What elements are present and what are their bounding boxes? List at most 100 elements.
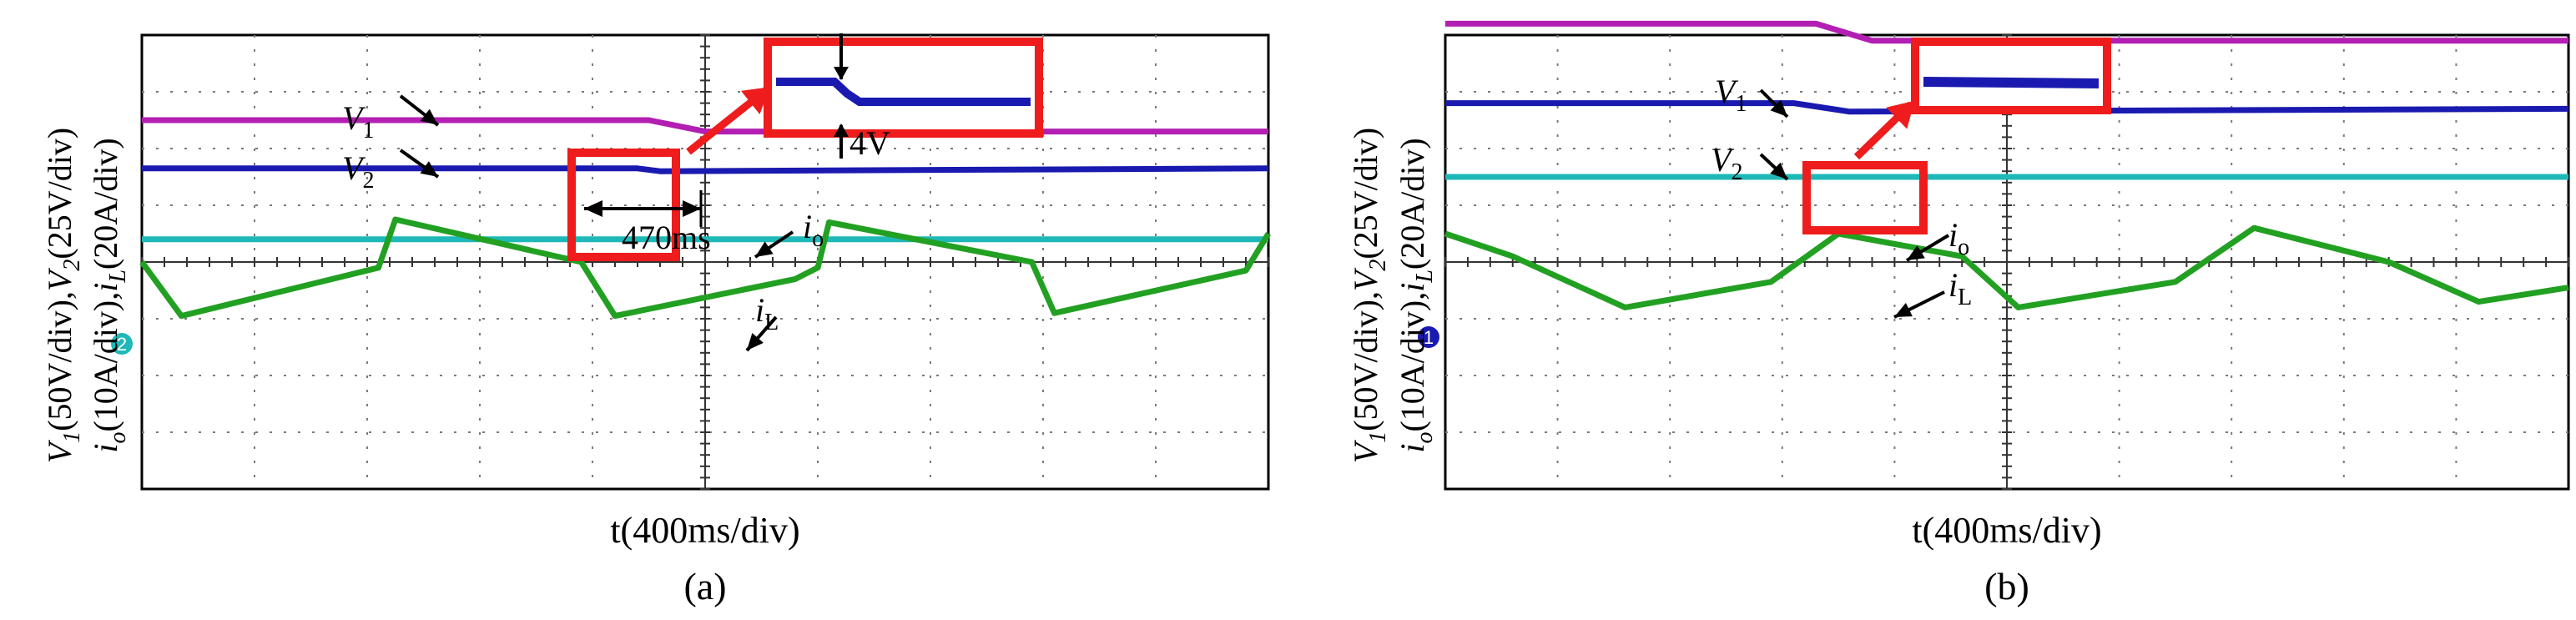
y-label-part: L (1412, 270, 1438, 284)
x-axis-label: t(400ms/div) (610, 510, 799, 551)
annotation-v2: V2 (342, 149, 440, 194)
channel-marker-label: 2 (117, 334, 127, 355)
annotation-v1-label: V1 (342, 99, 374, 144)
annotation-v2: V2 (1711, 141, 1789, 185)
dimension-head-left (584, 200, 602, 217)
pointer-arrow-head (1770, 162, 1787, 179)
trace-il (1444, 224, 2569, 310)
y-label-part: o (105, 432, 131, 444)
annotation-v1-sub: 1 (362, 118, 374, 144)
annotation-v2-sub: 2 (362, 168, 374, 194)
annotation-io-label: io (803, 208, 824, 252)
annotation-iL-main: i (1948, 266, 1958, 304)
step-label: 4V (849, 124, 890, 162)
annotation-v2-label: V2 (342, 149, 374, 194)
panel-a: 2V1V2ioiL470ms4VV1(50V/div),V2(25V/div)i… (41, 33, 1271, 607)
annotation-v1: V1 (1715, 73, 1789, 118)
y-label-part: 2 (1365, 260, 1391, 271)
dimension-head-right (683, 200, 701, 217)
annotation-v2-main: V (1711, 141, 1735, 179)
y-axis-label-line1: V1(50V/div),V2(25V/div) (41, 128, 85, 463)
trace-v2 (1445, 100, 2569, 115)
trace-il (139, 216, 1271, 320)
channel-marker: 1 (1418, 326, 1439, 348)
pointer-arrow-head (755, 241, 774, 257)
channel-marker-label: 1 (1424, 327, 1434, 348)
annotation-v1: V1 (342, 94, 440, 144)
y-label-part: i (87, 444, 124, 453)
time-marker-label: 470ms (622, 219, 711, 256)
y-label-part: (25V/div) (1347, 128, 1384, 260)
red-arrow-head (1886, 100, 1915, 129)
y-label-part: V (1347, 439, 1384, 463)
trace-v1 (1445, 20, 2568, 44)
y-axis-label-line2: io(10A/div),iL(20A/div) (1394, 138, 1438, 452)
y-label-part: (10A/div), (87, 292, 124, 432)
highlight-box-zoom (1911, 38, 2111, 114)
annotation-v1-label: V1 (1715, 73, 1747, 117)
annotation-v1-main: V (342, 99, 366, 137)
pointer-arrow-head (420, 108, 438, 125)
panel-b: 1V1V2ioiLV1(50V/div),V2(25V/div)io(10A/d… (1347, 20, 2570, 607)
annotation-iL: iL (745, 291, 779, 352)
y-label-part: (10A/div), (1394, 292, 1431, 432)
annotation-v1-sub: 1 (1735, 91, 1747, 117)
annotation-io-sub: o (1958, 234, 1969, 260)
y-label-part: V (1347, 267, 1384, 291)
pointer-arrow-head (420, 161, 438, 177)
step-arrow-bottom-head (834, 123, 849, 137)
panel-caption: (b) (1984, 565, 2029, 607)
annotation-io: io (1905, 216, 1969, 262)
annotation-v1-main: V (1715, 73, 1739, 110)
annotation-io-sub: o (812, 226, 824, 252)
annotation-iL-sub: L (1958, 285, 1972, 310)
highlight-box-detail (1802, 161, 1928, 234)
channel-marker-dot (111, 333, 133, 355)
y-label-part: L (105, 270, 131, 284)
annotation-io-label: io (1948, 216, 1969, 260)
y-label-part: V (41, 439, 78, 463)
y-label-part: V (41, 267, 78, 291)
panel-caption: (a) (683, 565, 726, 607)
y-axis-label: V1(50V/div),V2(25V/div)io(10A/div),iL(20… (41, 128, 131, 463)
y-label-part: o (1412, 432, 1438, 444)
highlight-box-zoom (764, 38, 1043, 138)
highlight-box-detail (567, 149, 680, 261)
y-axis-label: V1(50V/div),V2(25V/div)io(10A/div),iL(20… (1347, 128, 1438, 463)
annotation-iL: iL (1893, 266, 1972, 319)
y-label-part: 1 (59, 431, 85, 443)
annotation-v2-sub: 2 (1731, 159, 1742, 185)
pointer-arrow-head (1907, 244, 1925, 260)
pointer-arrow-head (747, 333, 764, 350)
y-label-part: (25V/div) (41, 128, 78, 260)
y-label-part: i (1394, 283, 1431, 292)
y-label-part: i (1394, 444, 1431, 453)
annotation-v2-label: V2 (1711, 141, 1742, 185)
y-label-part: 1 (1365, 431, 1391, 443)
y-label-part: (50V/div), (1347, 291, 1384, 431)
time-dimension: 470ms (584, 190, 711, 256)
channel-marker-dot (1418, 326, 1439, 348)
y-axis-label-line1: V1(50V/div),V2(25V/div) (1347, 128, 1391, 463)
annotation-io-main: i (1948, 216, 1958, 254)
channel-marker: 2 (111, 333, 133, 355)
pointer-arrow-head (1894, 303, 1913, 317)
y-label-part: (20A/div) (87, 138, 124, 270)
step-annotation: 4V (834, 33, 890, 162)
y-label-part: (20A/div) (1394, 138, 1431, 270)
annotation-iL-main: i (755, 291, 764, 329)
annotation-v2-main: V (342, 149, 366, 187)
y-label-part: i (87, 283, 124, 292)
red-arrow-head (741, 87, 770, 115)
annotation-io: io (754, 208, 824, 259)
zoom-trace-v2 (1923, 77, 2100, 88)
trace-v2 (142, 165, 1269, 174)
zoom-trace-v2 (776, 78, 1031, 106)
annotation-iL-label: iL (1948, 266, 1972, 310)
y-label-part: 2 (59, 260, 85, 271)
y-axis-label-line2: io(10A/div),iL(20A/div) (87, 138, 131, 452)
pointer-arrow-head (1770, 99, 1787, 117)
step-arrow-top-head (834, 67, 849, 80)
x-axis-label: t(400ms/div) (1912, 510, 2101, 551)
